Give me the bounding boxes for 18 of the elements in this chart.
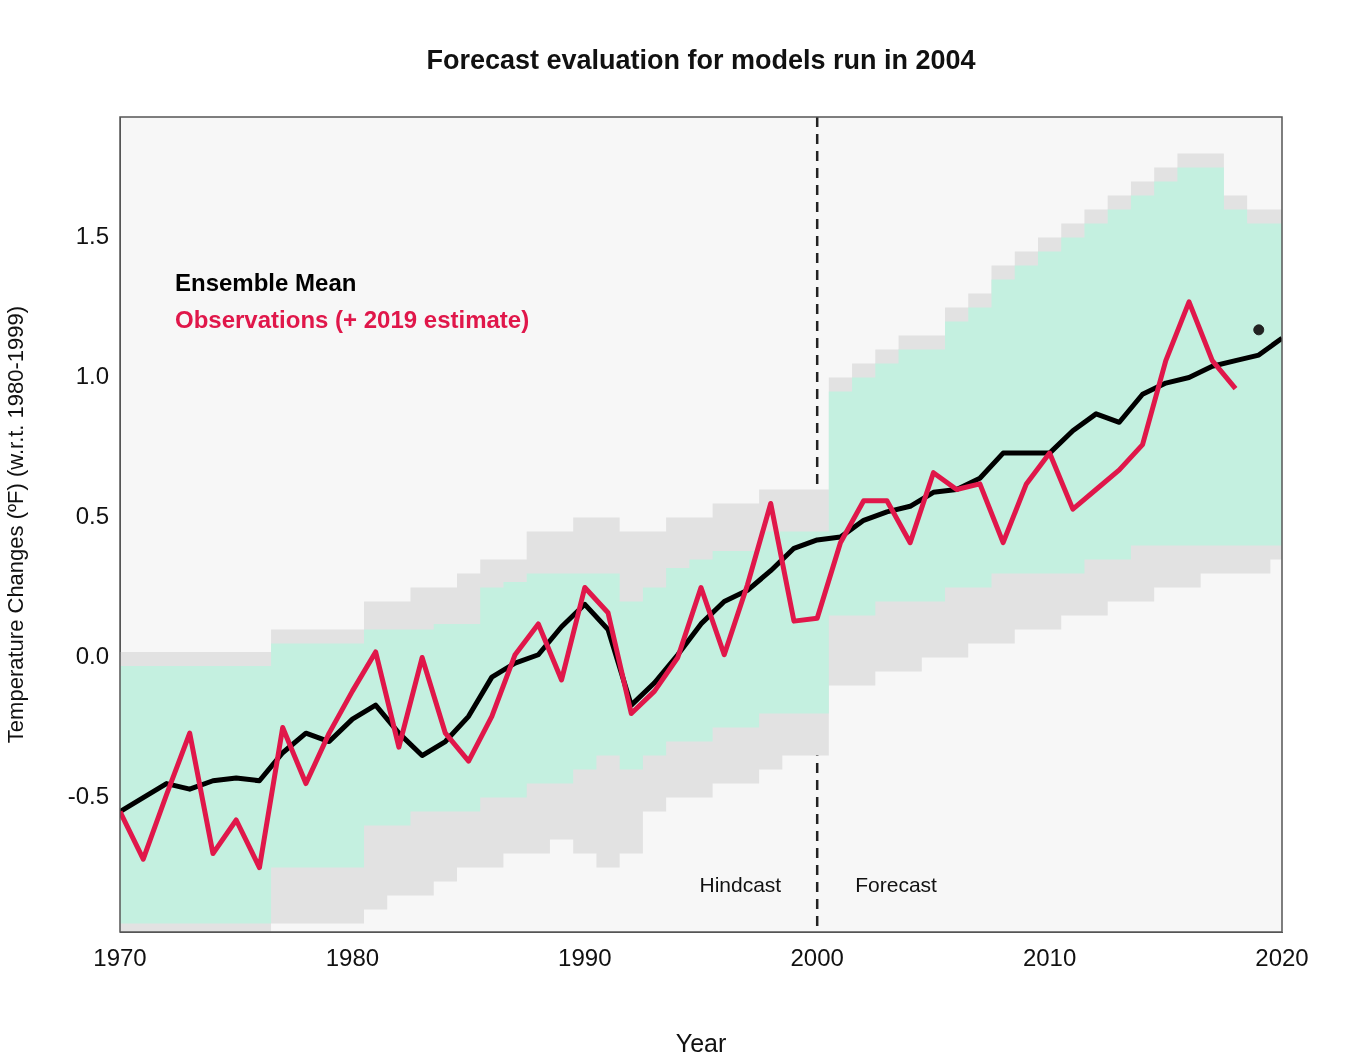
- y-axis-title: Temperature Changes (ºF) (w.r.t. 1980-1999): [3, 305, 29, 744]
- x-tick-label: 1990: [558, 944, 612, 972]
- y-tick-label: 1.0: [75, 362, 109, 390]
- x-tick-label: 1970: [93, 944, 147, 972]
- x-tick-label: 1980: [325, 944, 380, 972]
- x-axis-title: Year: [675, 1028, 727, 1057]
- y-tick-label: 0.5: [75, 502, 109, 530]
- y-tick-label: 1.5: [75, 222, 109, 250]
- annotation: Forecast: [855, 872, 938, 896]
- y-tick-label: -0.5: [67, 782, 109, 810]
- x-tick-label: 2000: [790, 944, 844, 972]
- chart-title: Forecast evaluation for models run in 2004: [426, 45, 976, 76]
- annotation: Hindcast: [699, 872, 782, 896]
- y-tick-label: 0.0: [75, 642, 109, 670]
- text: Ensemble Mean: [175, 268, 357, 296]
- x-tick-label: 2020: [1255, 944, 1309, 972]
- x-tick-label: 2010: [1022, 944, 1077, 972]
- text: Observations (+ 2019 estimate): [175, 305, 530, 333]
